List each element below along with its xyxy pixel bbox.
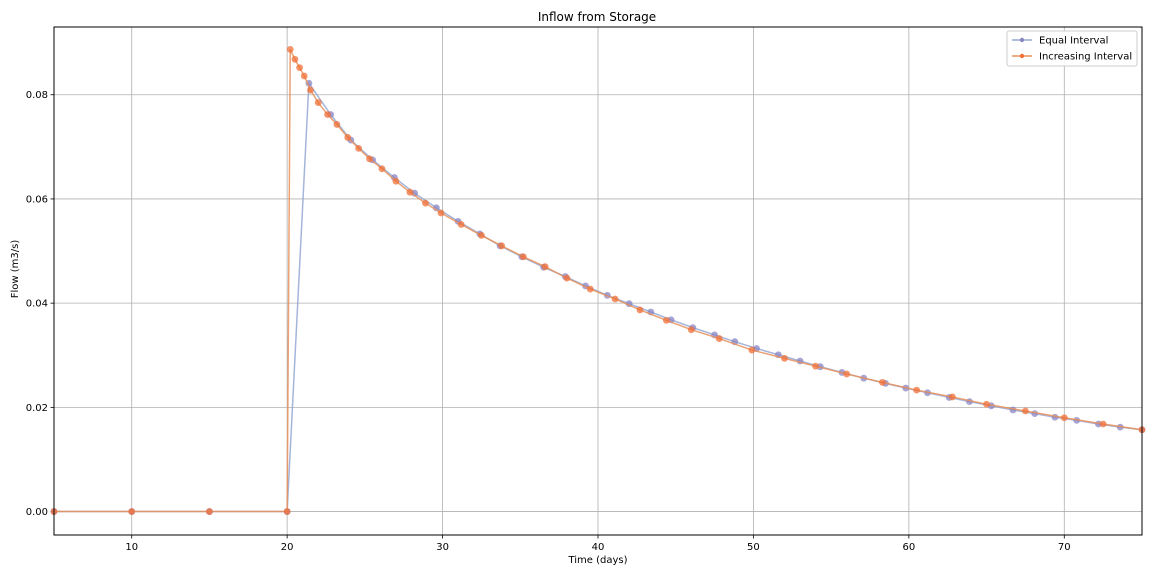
data-point-increasing-interval <box>283 508 291 515</box>
data-point-increasing-interval <box>392 177 400 185</box>
data-point-increasing-interval <box>662 316 670 324</box>
y-tick-label: 0.06 <box>26 194 48 205</box>
x-tick-label: 60 <box>902 542 915 553</box>
x-tick-label: 70 <box>1058 542 1071 553</box>
legend-label-equal-interval: Equal Interval <box>1039 36 1108 47</box>
data-point-increasing-interval <box>286 46 294 53</box>
data-point-increasing-interval <box>843 370 851 378</box>
data-point-increasing-interval <box>715 335 723 342</box>
data-point-increasing-interval <box>422 199 429 207</box>
data-point-increasing-interval <box>563 274 571 282</box>
data-point-increasing-interval <box>913 386 921 394</box>
chart-title: Inflow from Storage <box>538 10 656 24</box>
y-axis-label: Flow (m3/s) <box>10 240 21 299</box>
y-tick-label: 0.04 <box>26 299 48 310</box>
data-point-increasing-interval <box>687 326 695 334</box>
y-tick-label: 0.00 <box>26 507 48 518</box>
legend-marker-increasing-interval <box>1019 53 1025 59</box>
data-point-increasing-interval <box>366 155 373 163</box>
legend-label-increasing-interval: Increasing Interval <box>1039 52 1132 63</box>
legend-box <box>1006 30 1138 67</box>
x-tick-label: 30 <box>436 542 449 553</box>
data-point-increasing-interval <box>948 393 956 401</box>
data-point-increasing-interval <box>781 354 788 362</box>
data-point-increasing-interval <box>206 508 213 515</box>
data-point-increasing-interval <box>437 209 445 217</box>
grid-lines <box>54 27 1142 535</box>
data-point-increasing-interval <box>812 362 819 370</box>
data-point-increasing-interval <box>128 508 136 515</box>
plot-area-frame <box>53 26 1143 536</box>
x-tick-label: 40 <box>592 542 605 553</box>
data-point-increasing-interval <box>291 55 299 63</box>
data-point-increasing-interval <box>519 253 527 261</box>
data-point-increasing-interval <box>296 64 303 72</box>
legend-marker-equal-interval <box>1019 37 1025 43</box>
x-axis-label: Time (days) <box>567 555 627 566</box>
data-point-increasing-interval <box>406 188 414 196</box>
legend: Equal Interval Increasing Interval <box>1006 30 1138 67</box>
data-point-increasing-interval <box>879 378 886 386</box>
data-point-increasing-interval <box>1060 414 1068 422</box>
data-point-increasing-interval <box>1022 407 1029 415</box>
data-point-increasing-interval <box>355 145 363 152</box>
data-point-increasing-interval <box>333 121 341 128</box>
y-tick-label: 0.02 <box>26 403 48 414</box>
data-point-increasing-interval <box>636 306 644 314</box>
data-point-increasing-interval <box>457 221 465 228</box>
data-point-increasing-interval <box>983 400 990 408</box>
data-point-increasing-interval <box>344 134 352 141</box>
data-point-increasing-interval <box>307 86 314 94</box>
axis-ticks: 10 20 30 40 50 60 70 0.00 0.02 0.04 0.06 0.08 <box>26 90 1071 553</box>
series-layer <box>50 46 1146 515</box>
data-point-increasing-interval <box>1099 420 1107 428</box>
data-point-increasing-interval <box>314 99 322 106</box>
x-tick-label: 50 <box>747 542 760 553</box>
data-point-increasing-interval <box>611 295 619 303</box>
data-point-increasing-interval <box>378 165 386 173</box>
data-point-increasing-interval <box>541 263 549 271</box>
data-point-increasing-interval <box>300 72 308 80</box>
x-tick-label: 10 <box>125 542 138 553</box>
data-point-increasing-interval <box>498 242 506 250</box>
data-point-increasing-interval <box>478 232 485 239</box>
data-point-increasing-interval <box>586 285 594 293</box>
data-point-increasing-interval <box>748 346 756 354</box>
x-tick-label: 20 <box>281 542 294 553</box>
y-tick-label: 0.08 <box>26 90 48 101</box>
data-point-increasing-interval <box>324 111 331 118</box>
